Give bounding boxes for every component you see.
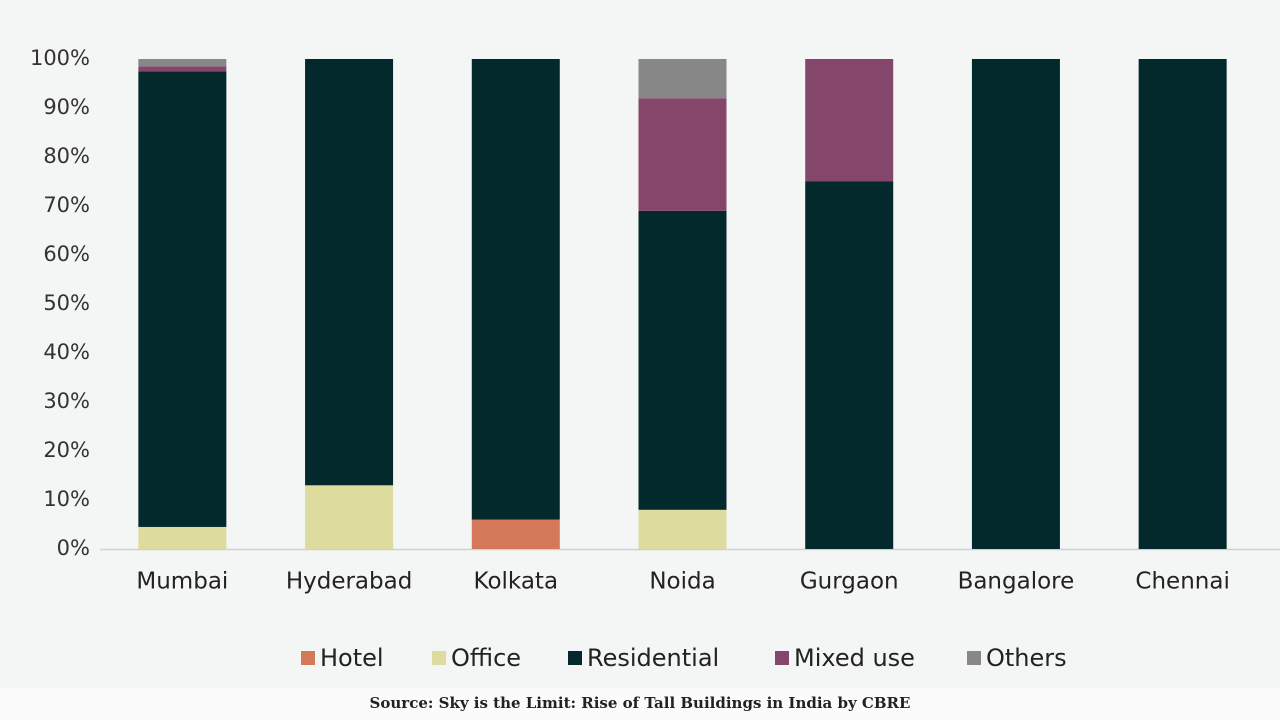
bar-segment xyxy=(471,59,560,520)
legend-label: Hotel xyxy=(320,644,384,672)
y-tick-label: 10% xyxy=(43,487,90,511)
y-tick-label: 20% xyxy=(43,438,90,462)
legend-swatch xyxy=(568,651,582,665)
y-tick-label: 90% xyxy=(43,95,90,119)
bar-segment xyxy=(138,71,227,527)
bar-segment xyxy=(638,59,727,99)
x-tick-label: Hyderabad xyxy=(286,569,413,595)
bar-segment xyxy=(305,59,394,486)
y-tick-label: 100% xyxy=(30,46,90,70)
legend-swatch xyxy=(967,651,981,665)
y-tick-label: 70% xyxy=(43,193,90,217)
bar-segment xyxy=(805,181,894,549)
bar-segment xyxy=(138,59,227,67)
x-tick-label: Gurgaon xyxy=(800,569,899,595)
x-tick-label: Bangalore xyxy=(958,569,1075,595)
x-tick-label: Mumbai xyxy=(136,569,228,595)
legend-swatch xyxy=(775,651,789,665)
bar-segment xyxy=(805,59,894,182)
legend-label: Office xyxy=(451,644,521,672)
bar-segment xyxy=(471,519,560,549)
legend-label: Residential xyxy=(587,644,719,672)
source-band xyxy=(0,688,1280,720)
bar-segment xyxy=(1138,59,1227,549)
bar-segment xyxy=(138,66,227,72)
y-tick-label: 60% xyxy=(43,242,90,266)
legend-label: Mixed use xyxy=(794,644,915,672)
bar-segment xyxy=(305,485,394,549)
source: Source: Sky is the Limit: Rise of Tall B… xyxy=(370,694,911,712)
bar-segment xyxy=(638,509,727,549)
x-tick-label: Chennai xyxy=(1135,569,1229,595)
y-tick-label: 50% xyxy=(43,291,90,315)
y-tick-label: 40% xyxy=(43,340,90,364)
y-tick-label: 0% xyxy=(57,536,90,560)
bar-segment xyxy=(971,59,1060,549)
legend-swatch xyxy=(301,651,315,665)
legend-swatch xyxy=(432,651,446,665)
bar-segment xyxy=(638,210,727,510)
legend-label: Others xyxy=(986,644,1067,672)
x-tick-label: Kolkata xyxy=(474,569,559,595)
bar-segment xyxy=(138,526,227,549)
y-tick-label: 80% xyxy=(43,144,90,168)
x-tick-label: Noida xyxy=(649,569,715,595)
bar-segment xyxy=(638,98,727,211)
y-tick-label: 30% xyxy=(43,389,90,413)
